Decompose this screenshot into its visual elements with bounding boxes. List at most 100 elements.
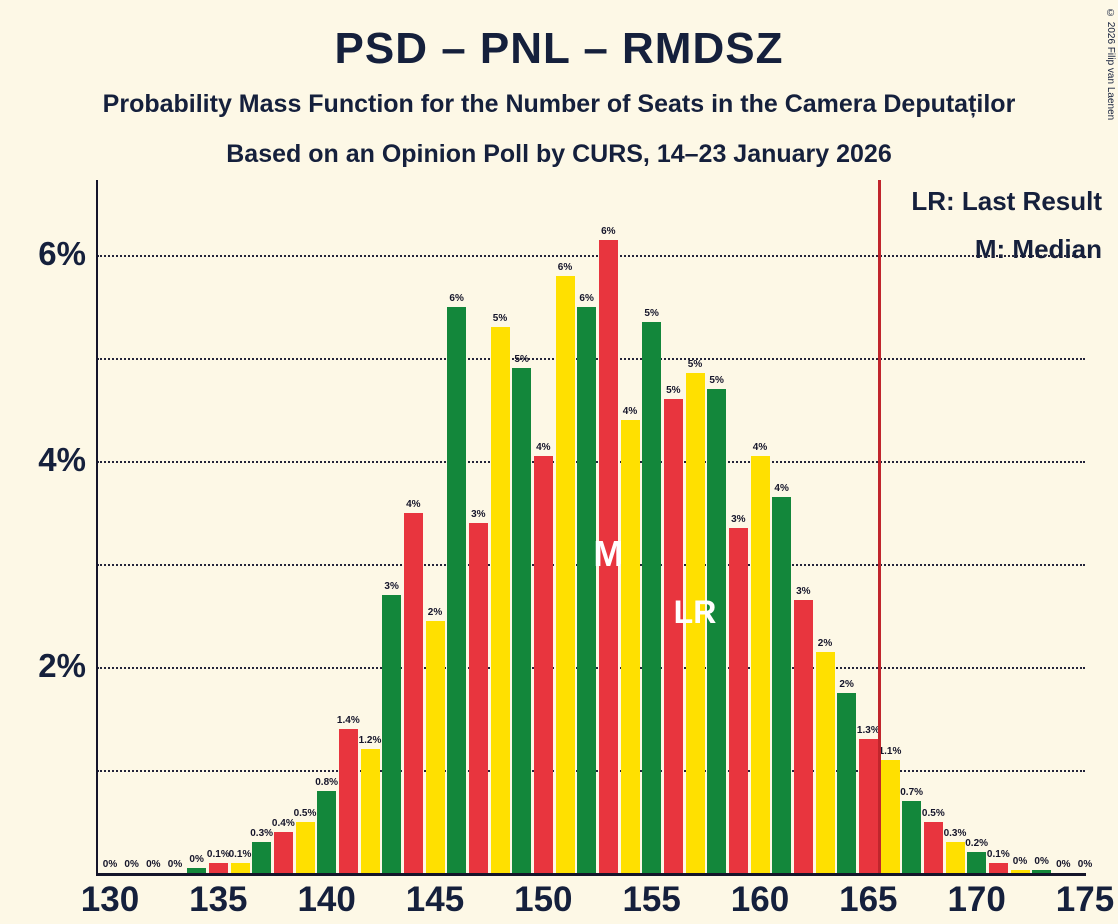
bar-seat-160 [750,455,770,873]
bar-label-seat-145: 2% [427,606,443,618]
bar-seat-163 [815,651,835,873]
y-axis [96,180,98,876]
bar-label-seat-174: 0% [1056,859,1071,870]
bar-label-seat-138: 0.4% [271,817,295,829]
bar-label-seat-154: 4% [622,405,638,417]
x-axis-label-140: 140 [297,880,356,919]
bar-label-seat-168: 0.5% [921,807,945,819]
bar-label-seat-171: 0.1% [986,848,1010,860]
bar-seat-172 [1010,869,1030,873]
bar-seat-145 [425,620,445,873]
bar-seat-144 [403,512,423,873]
bar-label-seat-130: 0% [102,859,118,870]
bar-label-seat-142: 1.2% [358,735,382,747]
bar-label-seat-172: 0% [1012,855,1028,867]
bar-label-seat-164: 2% [839,678,854,690]
bar-label-seat-143: 3% [384,580,399,592]
bar-label-seat-153: 6% [601,225,616,237]
x-axis-label-130: 130 [80,880,140,919]
gridline-6pct [97,255,1085,257]
bar-label-seat-147: 3% [471,508,486,520]
bar-seat-146 [447,306,467,873]
x-axis-label-160: 160 [730,880,790,919]
bar-label-seat-146: 6% [449,292,464,304]
x-axis-label-175: 175 [1055,880,1115,919]
chart-legend: LR: Last Result M: Median [911,186,1102,265]
bar-seat-143 [382,594,402,873]
bar-label-seat-150: 4% [536,441,551,453]
bar-label-seat-135: 0.1% [206,848,230,860]
bar-seat-166 [880,759,900,873]
bar-seat-149 [512,368,532,873]
bar-seat-165 [858,739,878,873]
bar-seat-140 [317,790,337,873]
bar-seat-134 [187,867,207,873]
bar-label-seat-173: 0% [1034,855,1049,867]
bar-seat-136 [230,862,250,873]
bar-label-seat-170: 0.2% [965,838,989,850]
x-axis-label-135: 135 [189,880,248,919]
bar-label-seat-175: 0% [1077,859,1093,870]
legend-median: M: Median [974,234,1102,264]
bar-seat-138 [273,831,293,873]
bar-label-seat-139: 0.5% [293,807,317,819]
bar-seat-158 [707,388,727,873]
x-axis [96,873,1086,876]
bar-seat-137 [252,842,272,873]
bar-label-seat-152: 6% [579,292,594,304]
bar-seat-168 [923,821,943,873]
bar-label-seat-159: 3% [731,513,746,525]
bar-seat-142 [360,749,380,873]
bar-label-seat-134: 0% [189,853,204,865]
bar-label-seat-136: 0.1% [228,848,252,860]
bar-label-seat-151: 6% [557,261,573,273]
bar-label-seat-148: 5% [492,313,508,325]
bar-seat-161 [772,497,792,873]
bar-label-seat-157: 5% [687,359,703,371]
bar-seat-139 [295,821,315,873]
bar-seat-169 [945,842,965,873]
x-axis-label-145: 145 [405,880,465,919]
bar-label-seat-166: 1.1% [878,745,902,757]
bar-label-seat-162: 3% [796,586,811,598]
last-result-line [878,180,881,873]
chart-title: PSD – PNL – RMDSZ [334,24,784,73]
chart-subtitle: Probability Mass Function for the Number… [102,90,1016,118]
bar-label-seat-144: 4% [406,498,421,510]
y-axis-label-2pct: 2% [38,647,86,684]
bar-seat-147 [468,522,488,873]
y-axis-label-6pct: 6% [38,235,86,272]
bar-label-seat-155: 5% [644,307,659,319]
bar-label-seat-141: 1.4% [336,714,360,726]
x-axis-label-170: 170 [947,880,1006,919]
bar-seat-135 [208,862,228,873]
bar-label-seat-140: 0.8% [315,776,339,788]
x-axis-label-155: 155 [622,880,681,919]
y-axis-label-4pct: 4% [38,441,86,478]
bar-seat-154 [620,419,640,873]
copyright-text: © 2026 Filip van Laenen [1105,8,1116,121]
bar-seat-152 [577,306,597,873]
bar-label-seat-161: 4% [774,483,789,495]
bar-label-seat-137: 0.3% [250,828,274,840]
bar-label-seat-133: 0% [167,859,183,870]
bar-seat-162 [793,600,813,873]
bar-label-seat-132: 0% [146,859,161,870]
bar-label-seat-160: 4% [752,441,768,453]
bar-seat-170 [967,852,987,873]
bar-seat-150 [533,455,553,873]
bar-label-seat-167: 0.7% [900,786,924,798]
bar-seat-167 [902,800,922,873]
median-marker-label: M [593,533,624,574]
x-axis-label-150: 150 [514,880,573,919]
chart-source-line: Based on an Opinion Poll by CURS, 14–23 … [226,140,892,168]
last-result-marker-label: LR [673,594,717,630]
bar-label-seat-149: 5% [514,354,529,366]
legend-last-result: LR: Last Result [911,186,1102,216]
bar-seat-141 [338,728,358,873]
bar-label-seat-158: 5% [709,374,724,386]
bar-label-seat-131: 0% [124,859,139,870]
bar-seat-155 [642,321,662,873]
bar-seat-159 [728,527,748,873]
